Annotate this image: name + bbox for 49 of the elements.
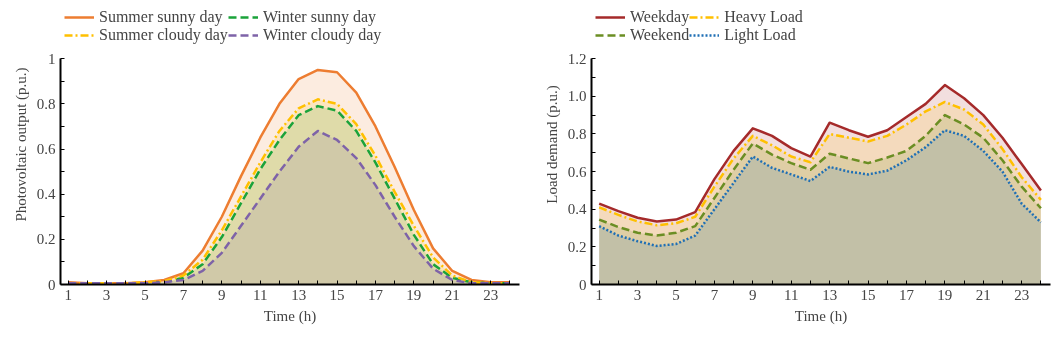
x-tick-label: 13: [291, 286, 307, 303]
x-tick-label: 7: [179, 286, 188, 303]
x-tick-label: 23: [483, 286, 499, 303]
legend-label: Light Load: [724, 26, 796, 44]
x-tick-label: 1: [64, 286, 72, 303]
x-tick-label: 19: [406, 286, 422, 303]
y-tick-label: 1: [48, 50, 56, 67]
x-axis-title: Time (h): [794, 307, 848, 325]
legend-label: Summer cloudy day: [99, 26, 228, 44]
x-tick-label: 15: [860, 286, 876, 303]
y-tick-label: 0.4: [567, 201, 587, 218]
x-tick-label: 3: [633, 286, 642, 303]
x-tick-label: 23: [1014, 286, 1030, 303]
x-tick-label: 17: [367, 286, 384, 303]
x-tick-label: 15: [329, 286, 345, 303]
legend-label: Summer sunny day: [99, 8, 223, 26]
y-tick-label: 0.8: [36, 95, 56, 112]
legend-label: Weekday: [630, 8, 690, 26]
y-tick-label: 0: [579, 276, 587, 293]
y-tick-label: 0.8: [567, 125, 587, 142]
y-tick-label: 0.2: [36, 231, 56, 248]
x-tick-label: 13: [822, 286, 838, 303]
legend-label: Weekend: [630, 26, 690, 44]
legend-label: Heavy Load: [724, 8, 803, 26]
legend-label: Winter cloudy day: [262, 26, 382, 44]
x-tick-label: 11: [784, 286, 799, 303]
x-tick-label: 5: [141, 286, 149, 303]
y-axis-title: Load demand (p.u.): [543, 85, 561, 204]
x-tick-label: 19: [937, 286, 953, 303]
x-tick-label: 7: [710, 286, 719, 303]
y-tick-label: 1.2: [567, 50, 587, 67]
x-tick-label: 3: [102, 286, 111, 303]
x-tick-label: 11: [253, 286, 268, 303]
y-axis-title: Photovoltaic output (p.u.): [12, 67, 30, 222]
x-axis-title: Time (h): [263, 307, 317, 325]
y-tick-label: 0.2: [567, 238, 587, 255]
y-tick-label: 0.6: [36, 141, 56, 158]
x-tick-label: 1: [595, 286, 603, 303]
y-tick-label: 0.6: [567, 163, 587, 180]
y-tick-label: 1.0: [567, 88, 587, 105]
x-tick-label: 17: [898, 286, 915, 303]
x-tick-label: 21: [444, 286, 460, 303]
y-tick-label: 0.4: [36, 186, 56, 203]
x-tick-label: 9: [749, 286, 757, 303]
x-tick-label: 5: [672, 286, 680, 303]
x-tick-label: 21: [975, 286, 991, 303]
x-tick-label: 9: [218, 286, 226, 303]
y-tick-label: 0: [48, 276, 56, 293]
legend-label: Winter sunny day: [262, 8, 376, 26]
